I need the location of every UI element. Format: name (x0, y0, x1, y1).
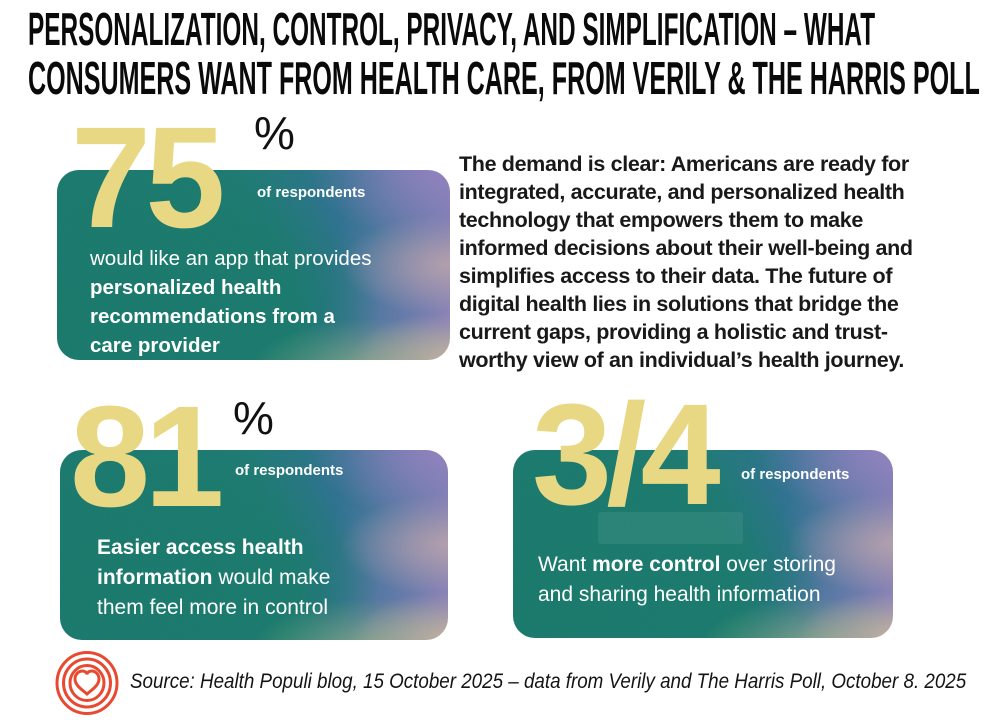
stat-text-75-bold: personalized health recommendations from… (90, 276, 335, 357)
stat-text-34-bold: more control (592, 553, 721, 576)
stat-text-34-regular-2: over storing and sharing health informat… (538, 553, 836, 606)
stat-value-three-quarters: 3/4 (532, 374, 721, 535)
stat-value-81: 81 (70, 376, 224, 537)
stat-qualifier-three-quarters: of respondents (741, 466, 850, 483)
stat-text-81-regular: would make them feel more in control (97, 566, 331, 619)
source-text: Source: Health Populi blog, 15 October 2… (130, 670, 967, 693)
title-line-2: CONSUMERS WANT FROM HEALTH CARE, FROM VE… (28, 52, 980, 104)
percent-sign-75: % (254, 107, 295, 159)
stat-text-75: would like an app that provides personal… (90, 244, 377, 360)
stat-qualifier-75: of respondents (257, 184, 366, 201)
stat-value-75: 75 (71, 97, 225, 258)
stat-text-81: Easier access health information would m… (97, 533, 357, 623)
faded-patch (598, 512, 743, 544)
stat-text-81-bold: Easier access health information (97, 536, 304, 589)
stat-text-75-regular: would like an app that provides (90, 247, 372, 270)
intro-paragraph: The demand is clear: Americans are ready… (459, 152, 913, 372)
heart-rings-logo-icon (55, 651, 119, 715)
title-line-1: PERSONALIZATION, CONTROL, PRIVACY, AND S… (28, 3, 876, 55)
stat-qualifier-81: of respondents (235, 462, 344, 479)
page-title: PERSONALIZATION, CONTROL, PRIVACY, AND S… (28, 5, 1005, 103)
percent-sign-81: % (233, 392, 274, 444)
stat-text-34-regular-1: Want (538, 553, 593, 576)
stat-text-three-quarters: Want more control over storing and shari… (538, 550, 872, 610)
